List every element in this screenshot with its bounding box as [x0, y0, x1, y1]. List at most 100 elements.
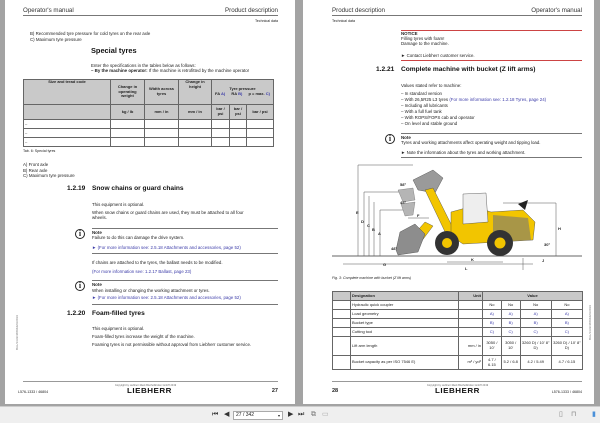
unit: bar / psi: [211, 104, 230, 120]
cross-reference-link[interactable]: (For more information see: 1.2.18 Tyres,…: [448, 97, 547, 102]
cross-reference-link[interactable]: ► (For more information see: 2.5.18 Atta…: [92, 245, 241, 250]
bullet: – With ROPS/FOPS cab and operator: [401, 115, 475, 120]
divider: [92, 280, 278, 281]
doc-id: L576-1333 / 46804: [18, 390, 49, 394]
paragraph: When snow chains or guard chains are use…: [92, 210, 244, 215]
special-tyres-table: Size and tread code Change in operating w…: [23, 79, 274, 147]
value-cell: C): [519, 327, 552, 337]
th-fa: FA A): [215, 91, 225, 97]
side-code: BAL/1333/46804/EN/2019: [588, 305, 592, 340]
info-icon: i: [385, 134, 395, 144]
angle-label: 30°: [544, 242, 550, 247]
paragraph: Enter the specifications in the tables b…: [91, 63, 196, 68]
th: p = max.: [248, 91, 265, 96]
unit: m³ / yd³: [458, 355, 483, 370]
value-cell: No: [550, 300, 584, 310]
panel-icon[interactable]: ▮: [592, 411, 596, 418]
viewer-toolbar: ⏮ ◀ 27 / 342 ▾ ▶ ⏭ ⧉ ▭ ▯ ⊓ ▮: [0, 406, 600, 423]
subheader: Technical data: [332, 19, 355, 23]
dim-label: B: [372, 227, 375, 232]
divider: [401, 133, 582, 134]
paragraph: Values stated refer to machine:: [401, 83, 462, 88]
unit: [458, 318, 483, 328]
section-title: Foam-filled tyres: [92, 310, 145, 317]
table-row: Load geometry A) A) A) A): [332, 309, 584, 319]
table-row: Lift arm length mm / in 3050 / 10' 3050 / 1…: [332, 336, 584, 356]
dim-label: D: [361, 219, 364, 224]
designation: Lift arm length: [350, 336, 459, 356]
td: [332, 318, 351, 328]
dim-label: C: [367, 223, 370, 228]
divider: [92, 253, 278, 254]
th: Width across tyres: [144, 79, 179, 105]
paragraph: This equipment is optional.: [92, 326, 145, 331]
wheel-loader-dimension-figure: E D C B A F G H K L J 58° 45° 48° 30°: [332, 164, 582, 270]
unit: [458, 309, 483, 319]
value-cell: No: [519, 300, 552, 310]
notice-divider: [401, 30, 582, 31]
bullet-text: – With 26,5R25 L3 tyres: [401, 97, 449, 102]
bullet-text: If the machine is retrofitted by the mac…: [147, 68, 250, 73]
bullet: – With a full fuel tank: [401, 109, 442, 114]
last-page-icon[interactable]: ⏭: [298, 411, 305, 418]
table-row: Hydraulic quick coupler No No No No: [332, 300, 584, 310]
header-right: Product description: [225, 7, 278, 14]
previous-page-icon[interactable]: ◀: [224, 411, 230, 418]
dropdown-icon[interactable]: ▾: [277, 413, 280, 418]
th: RA: [231, 91, 237, 96]
machine-data-table: Designation Unit Value Hydraulic quick cou…: [332, 291, 584, 370]
single-page-icon[interactable]: ⧉: [311, 411, 316, 418]
footer-divider: [23, 381, 278, 382]
footnote: B) Recommended tyre pressure for cold ty…: [30, 31, 151, 36]
table-row: –: [23, 128, 274, 138]
unit: mm / in: [144, 104, 179, 120]
cross-reference-link[interactable]: ► (For more information see: 2.5.18 Atta…: [92, 295, 241, 300]
value-cell: 3260 D) / 10' 8" D): [550, 336, 584, 356]
copyright: Copyright by Liebherr-Werk Bischofshofen…: [115, 384, 177, 387]
value-cell: C): [482, 327, 502, 337]
th: FA: [215, 91, 221, 96]
note-text: Tyres and working attachments affect ope…: [401, 140, 541, 145]
page-number-input[interactable]: 27 / 342 ▾: [233, 411, 283, 420]
bullet: – On level and stable ground: [401, 121, 458, 126]
fit-page-icon[interactable]: ▯: [559, 411, 563, 418]
td: –: [23, 137, 111, 147]
th-pressure: Tyre pressure FA A) RA B) p = max. C): [211, 79, 274, 105]
td: [332, 309, 351, 319]
value-cell: A): [500, 309, 521, 319]
th-pmax: p = max. C): [248, 91, 269, 97]
lowered-bucket: [395, 223, 426, 256]
dim-label: A: [378, 231, 381, 236]
copyright: Copyright by Liebherr-Werk Bischofshofen…: [427, 384, 489, 387]
notice-title: NOTICE: [401, 31, 418, 36]
footnote: A) Front axle: [23, 162, 49, 167]
first-page-icon[interactable]: ⏮: [212, 411, 219, 418]
designation: Hydraulic quick coupler: [350, 300, 459, 310]
bullet: – With 26,5R25 L3 tyres (For more inform…: [401, 97, 546, 102]
footnote: C) Maximum tyre pressure: [23, 173, 75, 178]
header-left: Operator's manual: [23, 7, 74, 14]
th-ra: RA B): [231, 91, 243, 97]
table-row: Bucket type B) B) B) B): [332, 318, 584, 328]
th: Tyre pressure: [229, 86, 256, 92]
table-row: Cutting tool C) C) C) C): [332, 327, 584, 337]
page-number: 28: [332, 388, 339, 394]
page-input-value: 27 / 342: [236, 412, 255, 418]
value-cell: 4.7 / 6.15: [482, 355, 502, 370]
unit: bar / psi: [246, 104, 274, 120]
td: –: [23, 128, 111, 138]
th: Value: [482, 291, 583, 301]
bullet: – In standard version: [401, 91, 443, 96]
notice-action: ► Contact Liebherr customer service.: [401, 53, 475, 58]
liebherr-logo: LIEBHERR: [435, 386, 480, 395]
value-cell: C): [500, 327, 521, 337]
sup: B): [238, 91, 243, 96]
footnote: C) Maximum tyre pressure: [30, 37, 82, 42]
info-icon: i: [75, 229, 85, 239]
page-number: 27: [271, 388, 278, 394]
next-page-icon[interactable]: ▶: [288, 411, 294, 418]
cross-reference-link[interactable]: (For more information see: 1.2.17 Ballas…: [92, 269, 192, 274]
bookmark-icon[interactable]: ⊓: [571, 411, 577, 418]
two-page-icon[interactable]: ▭: [322, 411, 329, 418]
td: [332, 300, 351, 310]
